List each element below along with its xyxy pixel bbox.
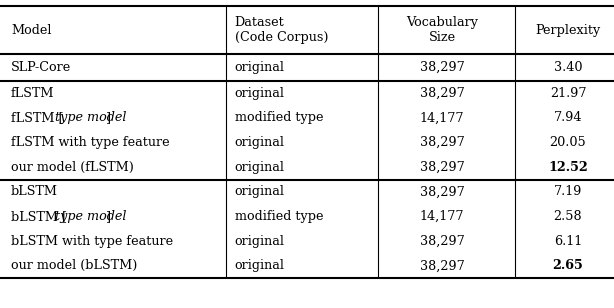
Text: 20.05: 20.05 — [550, 136, 586, 149]
Text: Perplexity: Perplexity — [535, 23, 600, 37]
Text: 38,297: 38,297 — [420, 185, 464, 198]
Text: 6.11: 6.11 — [554, 235, 582, 248]
Text: 2.65: 2.65 — [553, 259, 583, 272]
Text: 38,297: 38,297 — [420, 161, 464, 174]
Text: Vocabulary
Size: Vocabulary Size — [406, 16, 478, 44]
Text: 14,177: 14,177 — [420, 210, 464, 223]
Text: original: original — [235, 235, 284, 248]
Text: bLSTM [: bLSTM [ — [11, 210, 67, 223]
Text: Model: Model — [11, 23, 52, 37]
Text: 14,177: 14,177 — [420, 111, 464, 124]
Text: fLSTM [: fLSTM [ — [11, 111, 64, 124]
Text: our model (fLSTM): our model (fLSTM) — [11, 161, 134, 174]
Text: ]: ] — [106, 111, 111, 124]
Text: original: original — [235, 161, 284, 174]
Text: 38,297: 38,297 — [420, 259, 464, 272]
Text: original: original — [235, 136, 284, 149]
Text: bLSTM: bLSTM — [11, 185, 58, 198]
Text: original: original — [235, 87, 284, 100]
Text: bLSTM with type feature: bLSTM with type feature — [11, 235, 173, 248]
Text: 38,297: 38,297 — [420, 87, 464, 100]
Text: 12.52: 12.52 — [548, 161, 588, 174]
Text: original: original — [235, 259, 284, 272]
Text: 38,297: 38,297 — [420, 61, 464, 74]
Text: Dataset
(Code Corpus): Dataset (Code Corpus) — [235, 16, 328, 44]
Text: 7.19: 7.19 — [554, 185, 582, 198]
Text: fLSTM: fLSTM — [11, 87, 55, 100]
Text: 2.58: 2.58 — [554, 210, 582, 223]
Text: 21.97: 21.97 — [550, 87, 586, 100]
Text: SLP-Core: SLP-Core — [11, 61, 71, 74]
Text: type model: type model — [55, 210, 126, 223]
Text: type model: type model — [55, 111, 126, 124]
Text: 38,297: 38,297 — [420, 235, 464, 248]
Text: 7.94: 7.94 — [554, 111, 582, 124]
Text: original: original — [235, 61, 284, 74]
Text: our model (bLSTM): our model (bLSTM) — [11, 259, 138, 272]
Text: ]: ] — [106, 210, 111, 223]
Text: fLSTM with type feature: fLSTM with type feature — [11, 136, 169, 149]
Text: 3.40: 3.40 — [554, 61, 582, 74]
Text: original: original — [235, 185, 284, 198]
Text: modified type: modified type — [235, 111, 323, 124]
Text: 38,297: 38,297 — [420, 136, 464, 149]
Text: modified type: modified type — [235, 210, 323, 223]
